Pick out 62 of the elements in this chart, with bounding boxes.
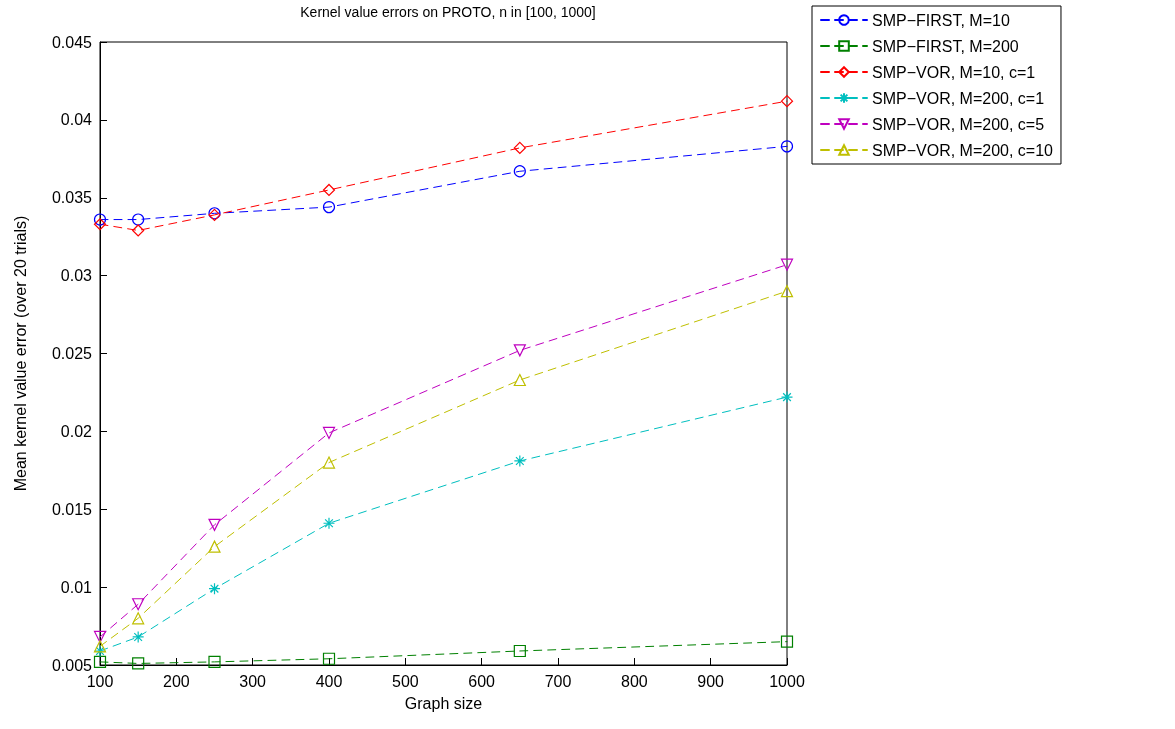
y-tick-label: 0.035 [51, 189, 93, 207]
point [208, 540, 221, 553]
legend-label: SMP−VOR, M=200, c=1 [872, 89, 1045, 107]
y-tick-label: 0.01 [60, 578, 93, 596]
legend-label: SMP−VOR, M=10, c=1 [872, 63, 1036, 81]
x-tick-label: 700 [544, 672, 572, 690]
point [322, 201, 336, 214]
y-tick-label: 0.045 [51, 33, 93, 51]
point [322, 456, 336, 469]
legend-label: SMP−FIRST, M=10 [872, 11, 1010, 29]
y-tick-label: 0.02 [60, 422, 93, 440]
legend-label: SMP−FIRST, M=200 [872, 37, 1019, 55]
point [322, 426, 336, 440]
point [93, 218, 107, 231]
point [132, 598, 145, 611]
y-tick-label: 0.005 [51, 656, 93, 674]
y-axis-title: Mean kernel value error (over 20 trials) [11, 215, 29, 492]
point [513, 165, 526, 178]
point [513, 344, 526, 357]
point [780, 95, 794, 108]
x-tick-label: 900 [697, 672, 725, 690]
point [513, 373, 526, 387]
point [93, 655, 107, 668]
y-tick-label: 0.015 [51, 500, 93, 518]
x-tick-label: 400 [315, 672, 343, 690]
point [780, 140, 794, 153]
point [513, 141, 526, 155]
point [93, 630, 107, 644]
point [513, 454, 526, 468]
point [93, 644, 107, 658]
x-tick-label: 100 [86, 672, 114, 690]
y-tick-label: 0.03 [60, 267, 93, 285]
x-tick-label: 500 [391, 672, 419, 690]
x-tick-label: 200 [162, 672, 190, 690]
point [780, 635, 794, 648]
x-tick-label: 300 [239, 672, 267, 690]
legend-label: SMP−VOR, M=200, c=5 [872, 115, 1045, 133]
x-axis-title: Graph size [404, 694, 483, 712]
point [208, 582, 221, 595]
point [132, 657, 145, 670]
point [513, 644, 526, 658]
point [93, 640, 107, 653]
point [208, 655, 221, 668]
point [780, 285, 794, 298]
point [93, 213, 107, 226]
point [322, 183, 336, 197]
point [322, 517, 336, 530]
y-tick-label: 0.04 [60, 111, 93, 129]
point [780, 391, 794, 404]
point [132, 213, 145, 226]
point [780, 258, 794, 271]
legend-label: SMP−VOR, M=200, c=10 [872, 141, 1054, 159]
point [132, 612, 145, 625]
y-tick-label: 0.025 [51, 345, 93, 362]
point [208, 518, 221, 531]
point [132, 224, 145, 237]
x-tick-label: 1000 [769, 672, 805, 690]
x-tick-label: 800 [620, 672, 648, 690]
chart-title: Kernel value errors on PROTO, n in [100, 1000] [300, 4, 596, 20]
point [132, 630, 145, 644]
point [322, 652, 336, 665]
x-tick-label: 600 [468, 672, 496, 690]
